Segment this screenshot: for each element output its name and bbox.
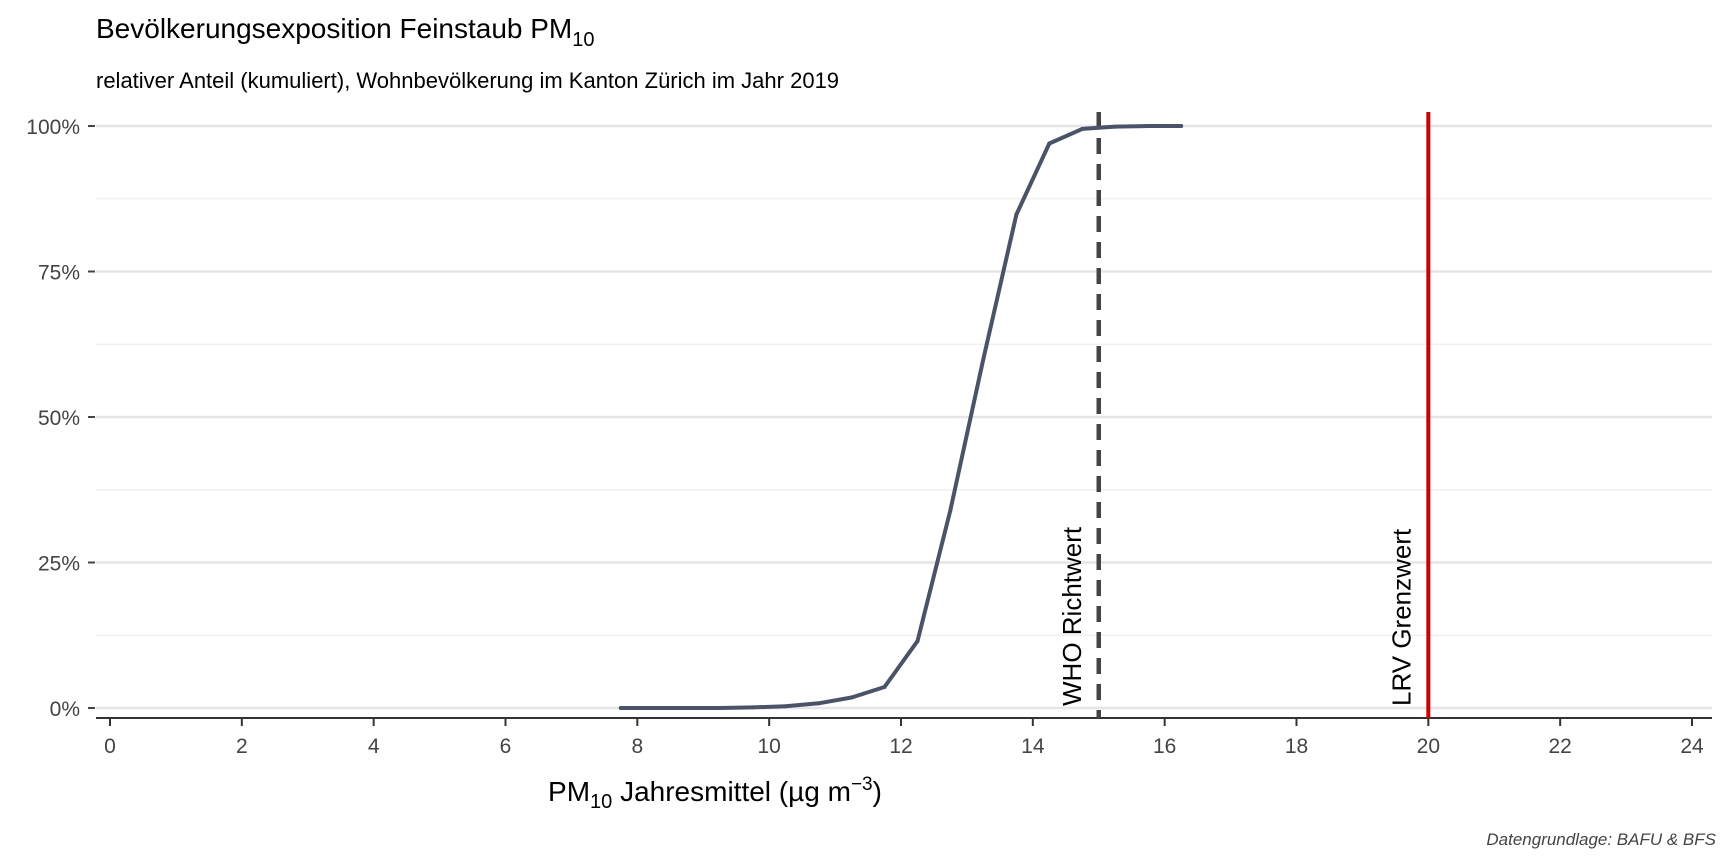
data-point	[618, 706, 623, 710]
chart-subtitle: relativer Anteil (kumuliert), Wohnbevölk…	[96, 68, 839, 93]
y-tick-label: 25%	[38, 553, 80, 576]
x-tick-label: 24	[1680, 735, 1704, 758]
x-tick-label: 2	[236, 735, 248, 758]
data-point	[651, 706, 656, 710]
x-tick-label: 20	[1417, 735, 1440, 758]
x-tick-label: 16	[1153, 735, 1176, 758]
x-axis-label-main: Jahresmittel (µg m	[612, 776, 851, 807]
caption: Datengrundlage: BAFU & BFS	[1486, 830, 1716, 849]
x-axis: 0 2 4 6 8 10 12 14 16 18 20 22 24	[96, 717, 1712, 758]
y-tick-label: 50%	[38, 407, 80, 430]
chart-title-subscript: 10	[572, 29, 594, 51]
x-tick-label: 4	[368, 735, 380, 758]
x-tick-label: 10	[757, 735, 780, 758]
data-point	[717, 706, 722, 710]
data-point	[783, 704, 788, 709]
data-point	[1080, 126, 1085, 131]
x-tick-label: 22	[1548, 735, 1571, 758]
chart-title: Bevölkerungsexposition Feinstaub PM10	[96, 13, 595, 51]
data-point	[750, 705, 755, 710]
data-point	[1047, 141, 1052, 146]
data-point	[1146, 124, 1151, 128]
x-axis-label-superscript: −3	[851, 774, 873, 795]
reference-lines: WHO Richtwert LRV Grenzwert	[1057, 112, 1431, 718]
y-tick-label: 75%	[38, 262, 80, 285]
data-series	[618, 124, 1184, 710]
data-point	[1179, 124, 1184, 128]
x-axis-label-subscript: 10	[590, 791, 612, 813]
x-axis-label: PM10 Jahresmittel (µg m−3)	[548, 774, 882, 813]
data-point	[915, 639, 920, 644]
chart-title-text: Bevölkerungsexposition Feinstaub PM	[96, 13, 572, 44]
data-point	[849, 695, 854, 700]
series-line	[618, 124, 1184, 710]
x-tick-label: 12	[889, 735, 912, 758]
data-point	[1113, 124, 1118, 129]
reference-line-label: WHO Richtwert	[1057, 526, 1087, 706]
reference-line-label: LRV Grenzwert	[1386, 528, 1416, 706]
x-tick-label: 18	[1285, 735, 1308, 758]
x-tick-label: 6	[500, 735, 512, 758]
x-tick-label: 0	[104, 735, 116, 758]
y-tick-label: 0%	[50, 698, 80, 721]
data-point	[882, 685, 887, 690]
gridlines	[96, 124, 1712, 710]
data-point	[1014, 212, 1019, 217]
y-axis: 0% 25% 50% 75% 100%	[26, 116, 95, 721]
data-point	[684, 706, 689, 710]
x-axis-label-prefix: PM	[548, 776, 590, 807]
x-tick-label: 8	[631, 735, 643, 758]
y-tick-label: 100%	[26, 116, 80, 139]
x-tick-label: 14	[1021, 735, 1045, 758]
data-point	[981, 356, 986, 361]
data-point	[816, 701, 821, 706]
x-axis-label-close: )	[873, 776, 882, 807]
data-point	[948, 508, 953, 513]
